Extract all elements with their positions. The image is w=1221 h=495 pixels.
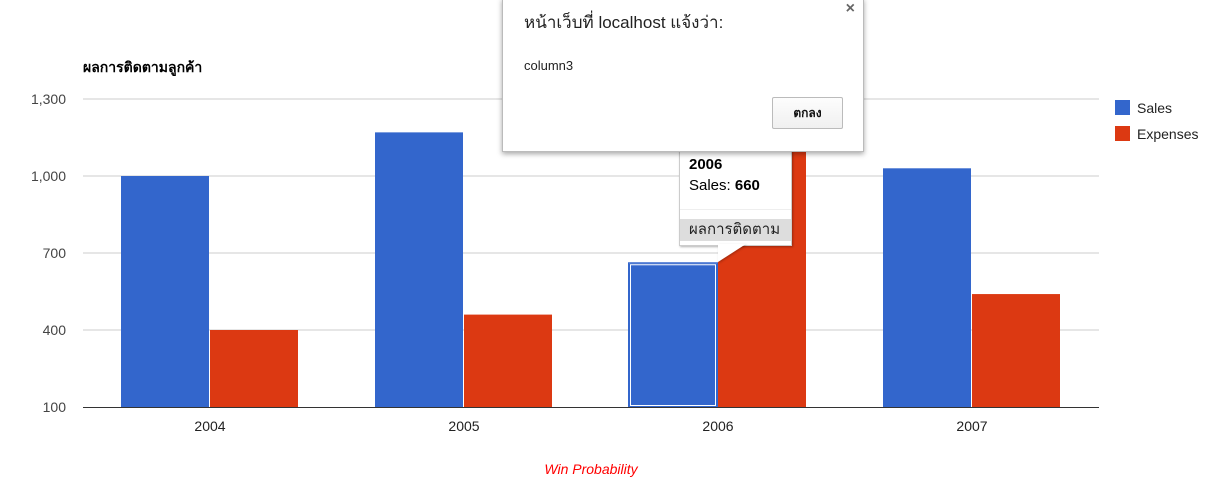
tooltip-series-label: Sales: — [689, 177, 735, 194]
y-tick-label: 1,000 — [31, 168, 66, 184]
x-axis-title: Win Probability — [544, 461, 638, 477]
y-tick-label: 1,300 — [31, 91, 66, 107]
chart-title: ผลการติดตามลูกค้า — [83, 59, 202, 76]
ok-button[interactable]: ตกลง — [772, 97, 843, 129]
legend-label: Sales — [1137, 100, 1172, 116]
legend-swatch-expenses — [1115, 126, 1130, 141]
x-tick-label: 2006 — [702, 418, 733, 434]
alert-dialog: หน้าเว็บที่ localhost แจ้งว่า: × column3… — [502, 0, 864, 152]
bar-expenses-2007[interactable] — [972, 294, 1060, 407]
legend-label: Expenses — [1137, 126, 1198, 142]
close-icon[interactable]: × — [845, 0, 855, 17]
chart-tooltip: 2006 Sales: 660 ผลการติดตาม — [679, 141, 792, 246]
tooltip-pointer — [718, 244, 746, 262]
tooltip-value: 660 — [734, 177, 760, 194]
bar-expenses-2004[interactable] — [210, 330, 298, 407]
y-tick-label: 700 — [43, 245, 67, 261]
x-tick-label: 2007 — [956, 418, 987, 434]
x-tick-label: 2005 — [448, 418, 479, 434]
y-tick-label: 400 — [43, 322, 67, 338]
bar-expenses-2005[interactable] — [464, 314, 552, 407]
tooltip-action[interactable]: ผลการติดตาม — [680, 219, 791, 241]
legend-swatch-sales — [1115, 100, 1130, 115]
tooltip-value-line: Sales: 660 — [689, 177, 760, 194]
tooltip-category: 2006 — [689, 156, 723, 173]
dialog-title: หน้าเว็บที่ localhost แจ้งว่า: — [524, 13, 724, 32]
selected-bar-highlight — [630, 264, 716, 406]
x-tick-label: 2004 — [194, 418, 225, 434]
bar-sales-2006[interactable] — [629, 263, 717, 407]
bar-sales-2007[interactable] — [883, 168, 971, 407]
y-tick-label: 100 — [43, 399, 67, 415]
dialog-message: column3 — [524, 58, 574, 73]
bar-sales-2005[interactable] — [375, 132, 463, 407]
tooltip-divider — [680, 209, 791, 210]
bar-sales-2004[interactable] — [121, 176, 209, 407]
